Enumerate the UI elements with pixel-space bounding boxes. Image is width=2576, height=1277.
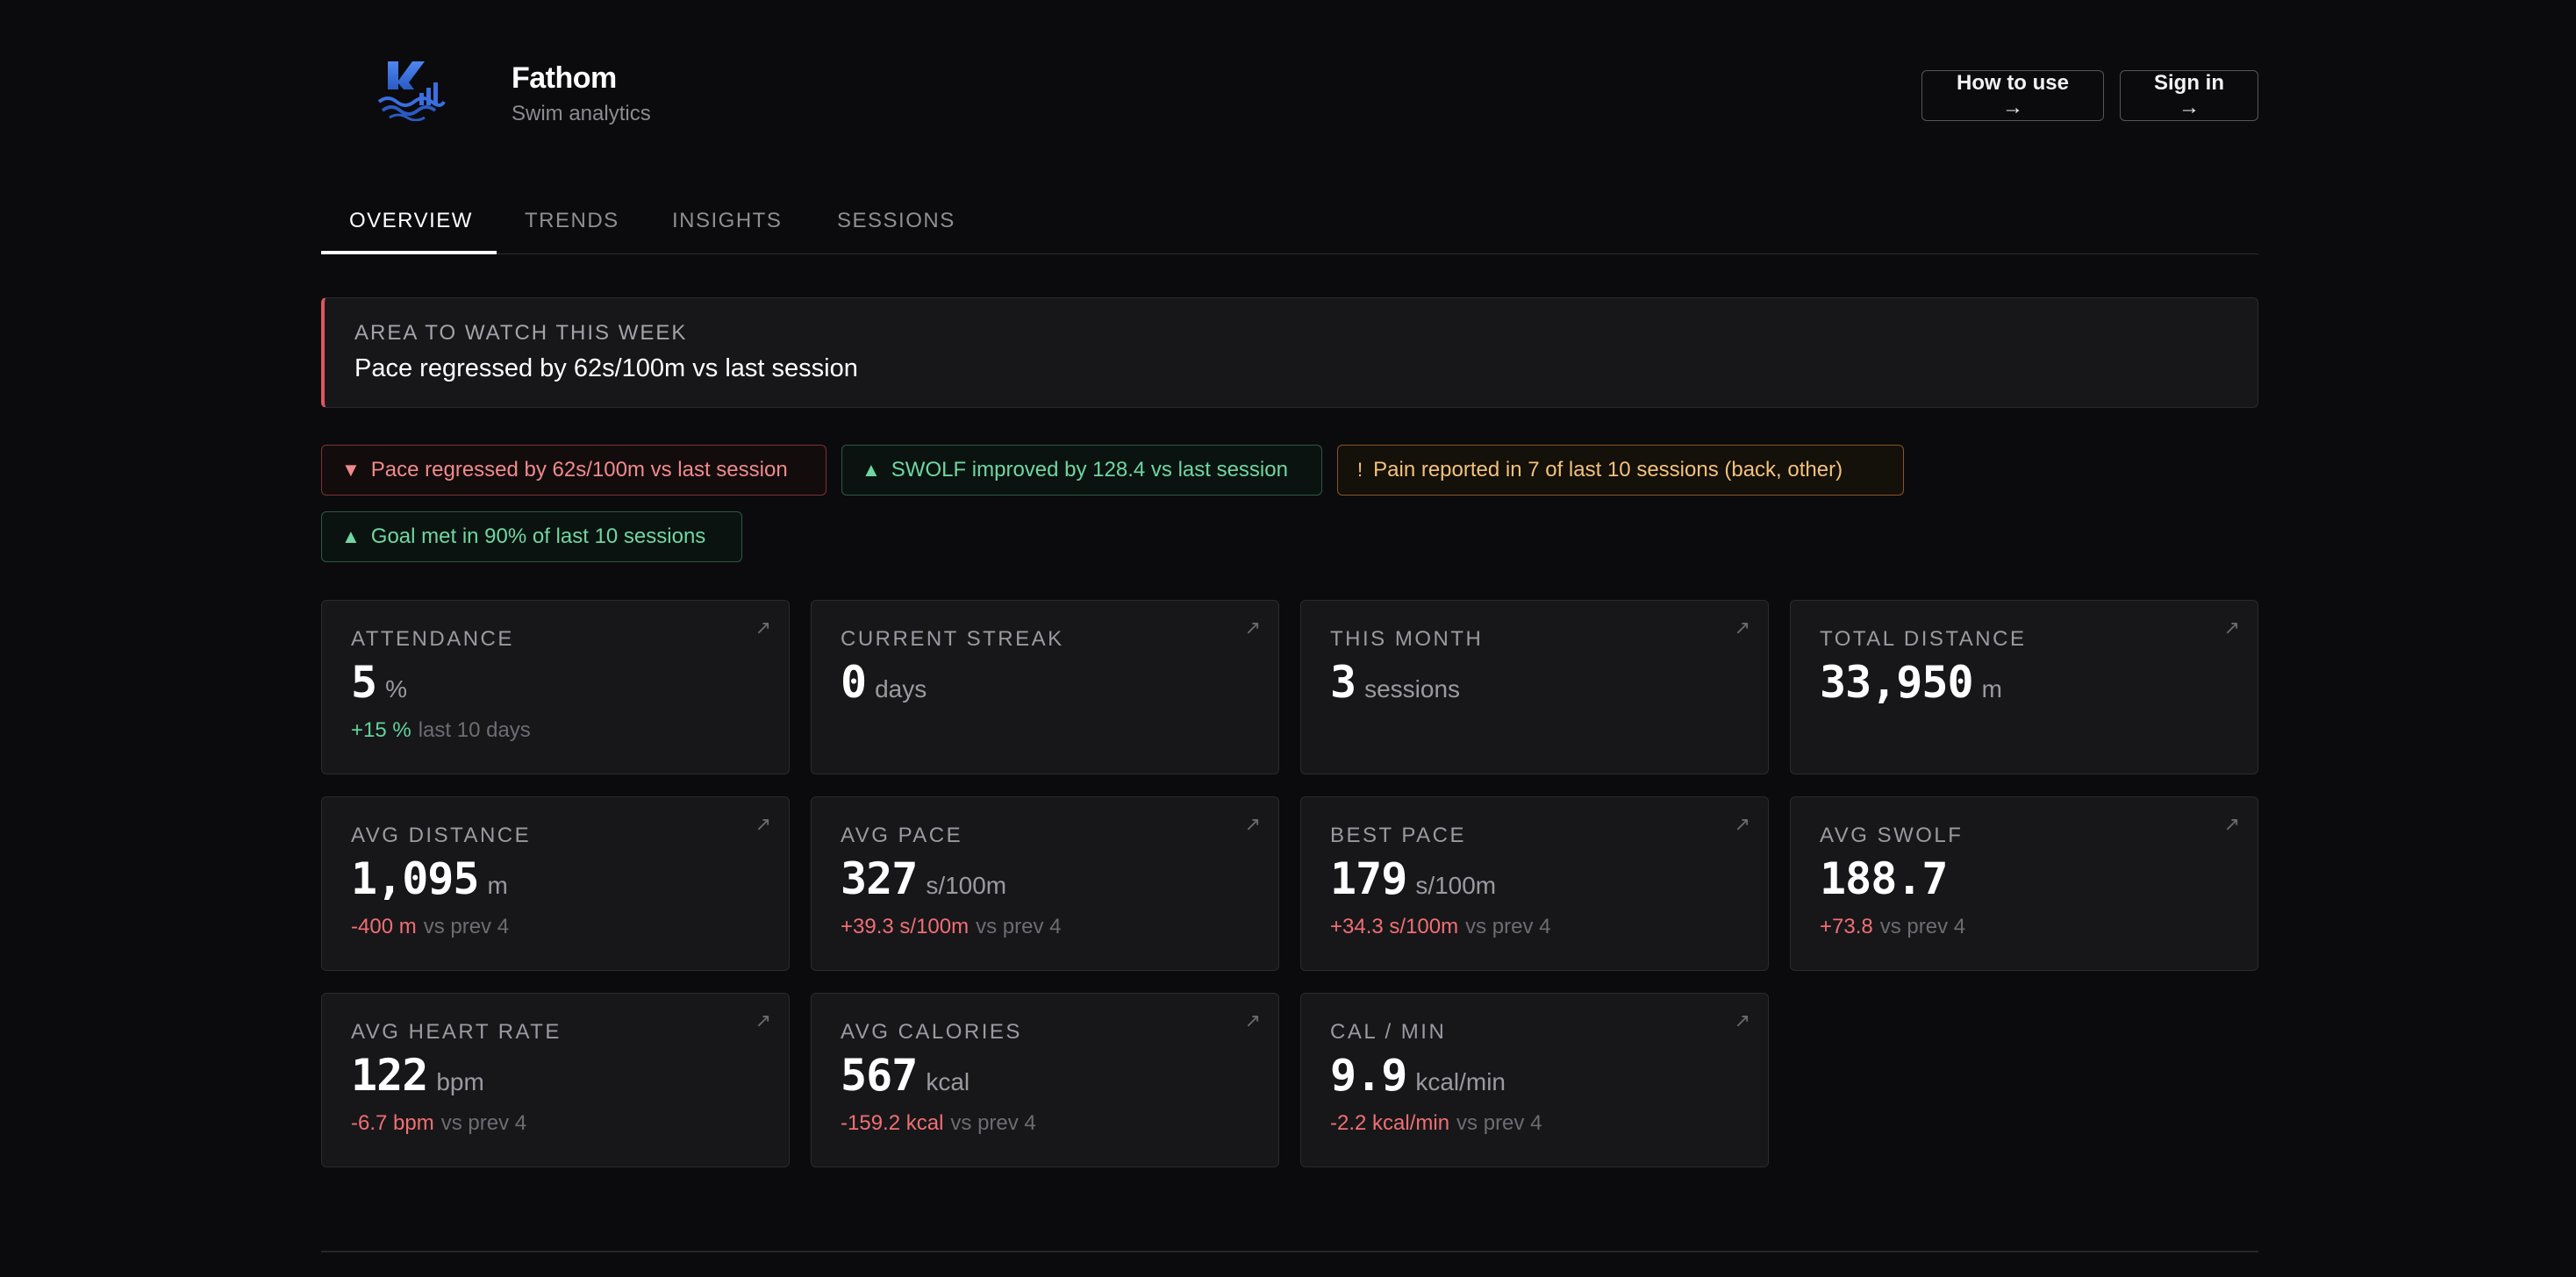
- card-unit: m: [1981, 675, 2002, 703]
- card-label: AVG HEART RATE: [351, 1020, 562, 1044]
- card-value: 9.9: [1330, 1050, 1407, 1101]
- expand-arrow-icon[interactable]: ↗: [2223, 813, 2240, 835]
- how-to-use-button[interactable]: How to use →: [1921, 70, 2104, 121]
- card-value: 33,950: [1820, 657, 1974, 708]
- swimmer-logo-icon: [377, 61, 446, 121]
- metric-card-this-month[interactable]: THIS MONTH 3 sessions ↗: [1300, 600, 1769, 774]
- expand-arrow-icon[interactable]: ↗: [755, 813, 771, 835]
- exclamation-icon: !: [1357, 459, 1363, 481]
- card-unit: kcal/min: [1415, 1068, 1506, 1095]
- insight-chip: ▼ Pace regressed by 62s/100m vs last ses…: [321, 445, 826, 496]
- chip-text: Pain reported in 7 of last 10 sessions (…: [1373, 458, 1843, 482]
- alert-label: AREA TO WATCH THIS WEEK: [354, 321, 688, 345]
- card-delta: +73.8: [1820, 915, 1873, 938]
- insight-chip: ▲ Goal met in 90% of last 10 sessions: [321, 511, 742, 562]
- card-unit: sessions: [1364, 675, 1461, 703]
- up-triangle-icon: ▲: [862, 459, 881, 481]
- card-delta: -6.7 bpm: [351, 1111, 434, 1135]
- card-label: CAL / MIN: [1330, 1020, 1447, 1044]
- card-delta-note: last 10 days: [418, 718, 531, 742]
- insight-chip: ▲ SWOLF improved by 128.4 vs last sessio…: [841, 445, 1322, 496]
- expand-arrow-icon[interactable]: ↗: [2223, 617, 2240, 638]
- card-delta-note: vs prev 4: [423, 915, 510, 938]
- app-container: Fathom Swim analytics How to use → Sign …: [321, 0, 2258, 1252]
- sign-in-button[interactable]: Sign in →: [2120, 70, 2258, 121]
- tab-insights[interactable]: INSIGHTS: [672, 209, 783, 232]
- footer-divider: [321, 1251, 2258, 1252]
- up-triangle-icon: ▲: [341, 525, 361, 547]
- card-value: 327: [841, 853, 918, 904]
- metric-card-current-streak[interactable]: CURRENT STREAK 0 days ↗: [811, 600, 1279, 774]
- down-triangle-icon: ▼: [341, 459, 361, 481]
- card-unit: s/100m: [1415, 872, 1497, 899]
- tab-trends[interactable]: TRENDS: [525, 209, 619, 232]
- metric-card-total-distance[interactable]: TOTAL DISTANCE 33,950 m ↗: [1790, 600, 2258, 774]
- metric-card-best-pace[interactable]: BEST PACE 179 s/100m +34.3 s/100m vs prev…: [1300, 796, 1769, 971]
- metric-card-attendance[interactable]: ATTENDANCE 5 % +15 % last 10 days ↗: [321, 600, 790, 774]
- metric-card-avg-calories[interactable]: AVG CALORIES 567 kcal -159.2 kcal vs prev…: [811, 993, 1279, 1167]
- header: Fathom Swim analytics How to use → Sign …: [321, 0, 2258, 193]
- card-delta: -400 m: [351, 915, 417, 938]
- chip-text: Pace regressed by 62s/100m vs last sessi…: [370, 458, 788, 482]
- metric-card-avg-distance[interactable]: AVG DISTANCE 1,095 m -400 m vs prev 4 ↗: [321, 796, 790, 971]
- card-value: 567: [841, 1050, 918, 1101]
- card-label: AVG CALORIES: [841, 1020, 1022, 1044]
- card-label: TOTAL DISTANCE: [1820, 627, 2027, 651]
- card-value: 179: [1330, 853, 1407, 904]
- card-unit: m: [487, 872, 508, 899]
- metric-card-avg-heart-rate[interactable]: AVG HEART RATE 122 bpm -6.7 bpm vs prev 4…: [321, 993, 790, 1167]
- metric-card-avg-swolf[interactable]: AVG SWOLF 188.7 +73.8 vs prev 4 ↗: [1790, 796, 2258, 971]
- metric-card-avg-pace[interactable]: AVG PACE 327 s/100m +39.3 s/100m vs prev …: [811, 796, 1279, 971]
- watch-alert: AREA TO WATCH THIS WEEK Pace regressed b…: [321, 297, 2258, 408]
- card-value: 0: [841, 657, 867, 708]
- card-unit: bpm: [436, 1068, 484, 1095]
- card-unit: days: [875, 675, 927, 703]
- insight-chip: ! Pain reported in 7 of last 10 sessions…: [1337, 445, 1904, 496]
- metric-card-cal-per-min[interactable]: CAL / MIN 9.9 kcal/min -2.2 kcal/min vs p…: [1300, 993, 1769, 1167]
- card-delta-note: vs prev 4: [1456, 1111, 1542, 1135]
- card-label: AVG SWOLF: [1820, 824, 1964, 847]
- card-label: BEST PACE: [1330, 824, 1466, 847]
- card-value: 5: [351, 657, 377, 708]
- card-delta: +34.3 s/100m: [1330, 915, 1459, 938]
- card-label: AVG PACE: [841, 824, 963, 847]
- card-label: CURRENT STREAK: [841, 627, 1064, 651]
- card-value: 3: [1330, 657, 1356, 708]
- card-value: 122: [351, 1050, 428, 1101]
- tab-sessions[interactable]: SESSIONS: [837, 209, 955, 232]
- tab-bar: OVERVIEW TRENDS INSIGHTS SESSIONS: [321, 193, 2258, 254]
- card-delta-note: vs prev 4: [440, 1111, 527, 1135]
- card-label: AVG DISTANCE: [351, 824, 532, 847]
- card-delta-note: vs prev 4: [1879, 915, 1966, 938]
- card-value: 1,095: [351, 853, 480, 904]
- tab-overview[interactable]: OVERVIEW: [349, 209, 473, 232]
- card-label: ATTENDANCE: [351, 627, 514, 651]
- card-value: 188.7: [1820, 853, 1949, 904]
- card-delta-note: vs prev 4: [976, 915, 1062, 938]
- card-delta-note: vs prev 4: [1465, 915, 1551, 938]
- expand-arrow-icon[interactable]: ↗: [1244, 617, 1261, 638]
- expand-arrow-icon[interactable]: ↗: [755, 1009, 771, 1031]
- active-tab-indicator: [321, 251, 497, 254]
- card-label: THIS MONTH: [1330, 627, 1484, 651]
- expand-arrow-icon[interactable]: ↗: [1734, 813, 1750, 835]
- expand-arrow-icon[interactable]: ↗: [1244, 1009, 1261, 1031]
- brand-subtitle: Swim analytics: [512, 102, 651, 125]
- expand-arrow-icon[interactable]: ↗: [1734, 617, 1750, 638]
- card-unit: kcal: [926, 1068, 970, 1095]
- expand-arrow-icon[interactable]: ↗: [1734, 1009, 1750, 1031]
- chip-text: Goal met in 90% of last 10 sessions: [370, 524, 706, 548]
- card-delta: +15 %: [351, 718, 411, 742]
- card-delta: -159.2 kcal: [841, 1111, 944, 1135]
- brand-title: Fathom: [512, 61, 617, 95]
- card-unit: s/100m: [926, 872, 1007, 899]
- card-delta: -2.2 kcal/min: [1330, 1111, 1450, 1135]
- chip-text: SWOLF improved by 128.4 vs last session: [891, 458, 1288, 482]
- card-delta: +39.3 s/100m: [841, 915, 970, 938]
- card-delta-note: vs prev 4: [950, 1111, 1036, 1135]
- expand-arrow-icon[interactable]: ↗: [1244, 813, 1261, 835]
- alert-text: Pace regressed by 62s/100m vs last sessi…: [354, 354, 858, 382]
- expand-arrow-icon[interactable]: ↗: [755, 617, 771, 638]
- card-unit: %: [385, 675, 408, 703]
